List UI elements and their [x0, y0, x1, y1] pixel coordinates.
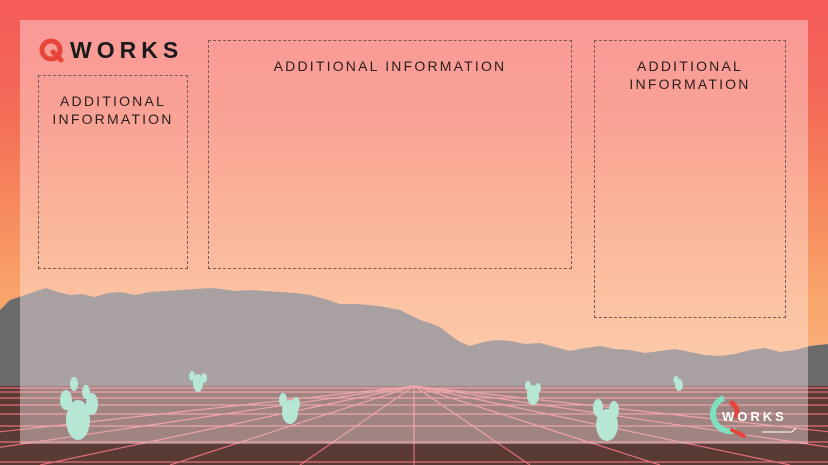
brand-name: WORKS	[70, 36, 184, 63]
panel-title: ADDITIONAL INFORMATION	[273, 58, 507, 74]
panel-title: ADDITIONAL INFORMATION	[629, 58, 751, 92]
panel-title: ADDITIONAL INFORMATION	[52, 93, 174, 127]
cactus-icon	[189, 371, 207, 392]
corner-logo-text: WORKS	[722, 409, 787, 424]
cactus-icon	[525, 381, 541, 405]
info-panel-center: ADDITIONAL INFORMATION	[208, 40, 572, 269]
cactus-icon	[60, 377, 98, 440]
cactus-icon	[593, 399, 619, 441]
info-panel-right: ADDITIONAL INFORMATION	[594, 40, 786, 318]
brand-logo: WORKS	[38, 36, 183, 64]
mountain-silhouette	[0, 288, 828, 400]
corner-logo-icon	[709, 395, 797, 438]
cactus-group	[60, 371, 683, 441]
info-panel-left: ADDITIONAL INFORMATION	[38, 75, 188, 269]
q-logo-icon	[39, 38, 64, 63]
cactus-icon	[279, 393, 300, 424]
cactus-icon	[673, 376, 683, 391]
content-overlay	[20, 20, 808, 444]
